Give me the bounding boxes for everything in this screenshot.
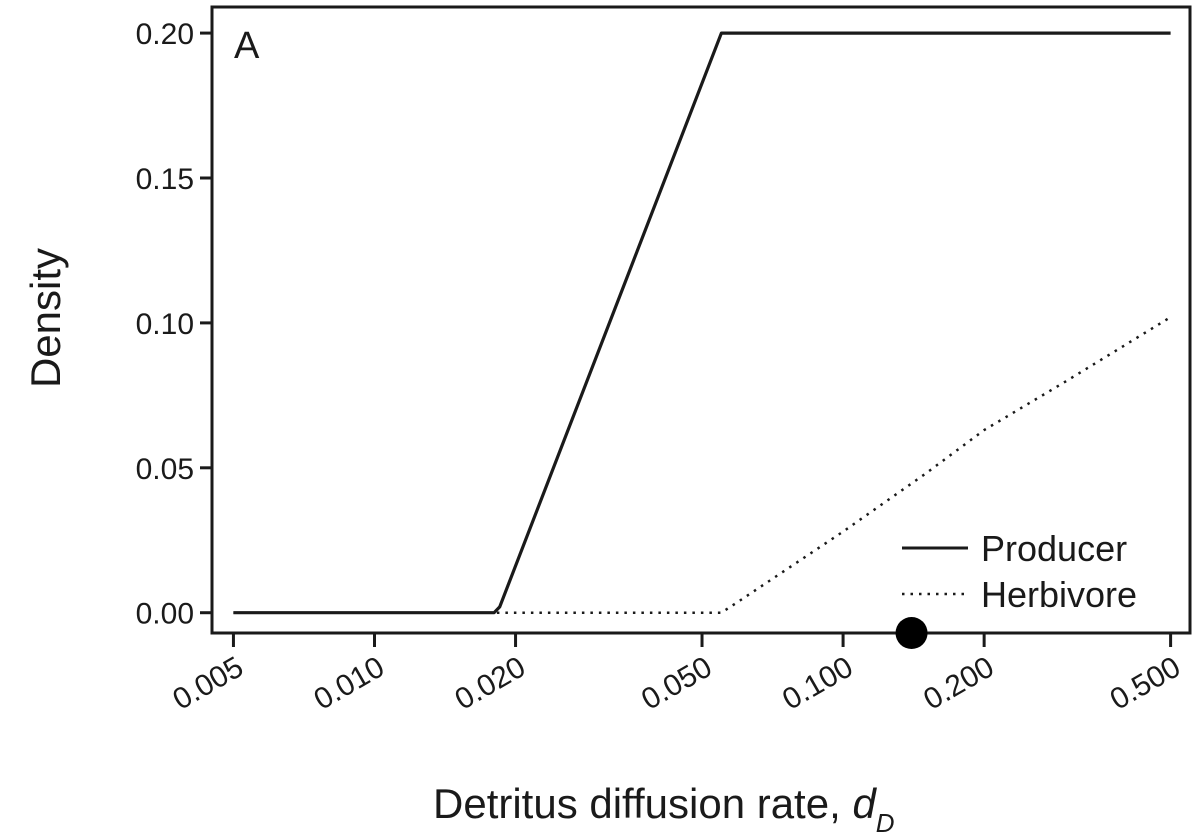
y-axis-title: Density — [22, 248, 69, 388]
x-axis-title-subscript: D — [876, 808, 895, 838]
x-axis-title-text: Detritus diffusion rate, — [433, 780, 852, 827]
x-tick-label: 0.020 — [450, 650, 532, 716]
legend-label-producer: Producer — [981, 528, 1127, 569]
y-tick-label: 0.20 — [136, 18, 194, 51]
legend: Producer Herbivore — [902, 528, 1137, 615]
x-tick-label: 0.005 — [167, 650, 249, 716]
legend-label-herbivore: Herbivore — [981, 574, 1137, 615]
y-tick-label: 0.10 — [136, 308, 194, 341]
x-tick-label: 0.010 — [308, 650, 390, 716]
x-axis-title: Detritus diffusion rate, dD — [433, 780, 895, 838]
y-tick-label: 0.15 — [136, 163, 194, 196]
x-axis: 0.005 0.010 0.020 0.050 0.100 0.200 0.500 — [167, 633, 1186, 717]
x-tick-label: 0.200 — [918, 650, 1000, 716]
y-tick-label: 0.05 — [136, 453, 194, 486]
x-tick-label: 0.100 — [777, 650, 859, 716]
x-tick-label: 0.500 — [1105, 650, 1187, 716]
series-line-producer — [233, 31, 1171, 615]
panel-label: A — [234, 25, 260, 67]
series-layer — [233, 31, 1172, 615]
y-axis: 0.00 0.05 0.10 0.15 0.20 — [136, 18, 212, 631]
x-tick-label: 0.050 — [636, 650, 718, 716]
x-axis-title-variable: d — [852, 780, 877, 827]
y-tick-label: 0.00 — [136, 598, 194, 631]
position-marker — [895, 617, 928, 649]
